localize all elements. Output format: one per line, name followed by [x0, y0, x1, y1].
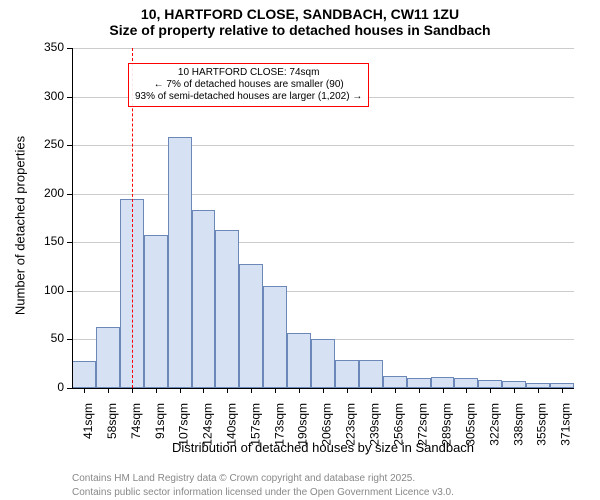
- y-tick-label: 300: [24, 89, 64, 103]
- x-tick-label: 41sqm: [81, 403, 95, 439]
- annotation-line: ← 7% of detached houses are smaller (90): [135, 79, 362, 91]
- plot-area: 05010015020025030035041sqm58sqm74sqm91sq…: [72, 48, 574, 388]
- histogram-bar: [502, 381, 526, 388]
- y-tick-label: 150: [24, 234, 64, 248]
- histogram-bar: [454, 378, 478, 388]
- y-tick-label: 350: [24, 40, 64, 54]
- histogram-bar: [144, 235, 168, 388]
- x-axis-line: [72, 388, 574, 389]
- y-tick-label: 50: [24, 331, 64, 345]
- gridline: [72, 194, 574, 195]
- annotation-line: 93% of semi-detached houses are larger (…: [135, 91, 362, 103]
- annotation-box: 10 HARTFORD CLOSE: 74sqm← 7% of detached…: [128, 63, 369, 107]
- chart-container: 10, HARTFORD CLOSE, SANDBACH, CW11 1ZU S…: [0, 0, 600, 500]
- histogram-bar: [96, 327, 120, 388]
- histogram-bar: [72, 361, 96, 388]
- histogram-bar: [407, 378, 431, 388]
- histogram-bar: [263, 286, 287, 388]
- histogram-bar: [431, 377, 455, 388]
- footer-line2: Contains public sector information licen…: [72, 487, 454, 498]
- footer-line1: Contains HM Land Registry data © Crown c…: [72, 473, 415, 484]
- gridline: [72, 48, 574, 49]
- x-tick-label: 91sqm: [153, 403, 167, 439]
- histogram-bar: [311, 339, 335, 388]
- histogram-bar: [192, 210, 216, 388]
- y-tick-label: 200: [24, 186, 64, 200]
- histogram-bar: [215, 230, 239, 388]
- y-axis-line: [72, 48, 73, 388]
- chart-title-line2: Size of property relative to detached ho…: [0, 22, 600, 38]
- chart-title-line1: 10, HARTFORD CLOSE, SANDBACH, CW11 1ZU: [0, 0, 600, 22]
- y-tick-label: 250: [24, 137, 64, 151]
- histogram-bar: [478, 380, 502, 388]
- gridline: [72, 145, 574, 146]
- histogram-bar: [168, 137, 192, 388]
- x-tick-label: 74sqm: [129, 403, 143, 439]
- histogram-bar: [239, 264, 263, 388]
- y-tick-label: 0: [24, 380, 64, 394]
- x-axis-label: Distribution of detached houses by size …: [72, 440, 574, 455]
- annotation-line: 10 HARTFORD CLOSE: 74sqm: [135, 67, 362, 79]
- histogram-bar: [287, 333, 311, 388]
- x-tick-label: 58sqm: [105, 403, 119, 439]
- histogram-bar: [335, 360, 359, 388]
- histogram-bar: [383, 376, 407, 388]
- y-tick-label: 100: [24, 283, 64, 297]
- histogram-bar: [359, 360, 383, 388]
